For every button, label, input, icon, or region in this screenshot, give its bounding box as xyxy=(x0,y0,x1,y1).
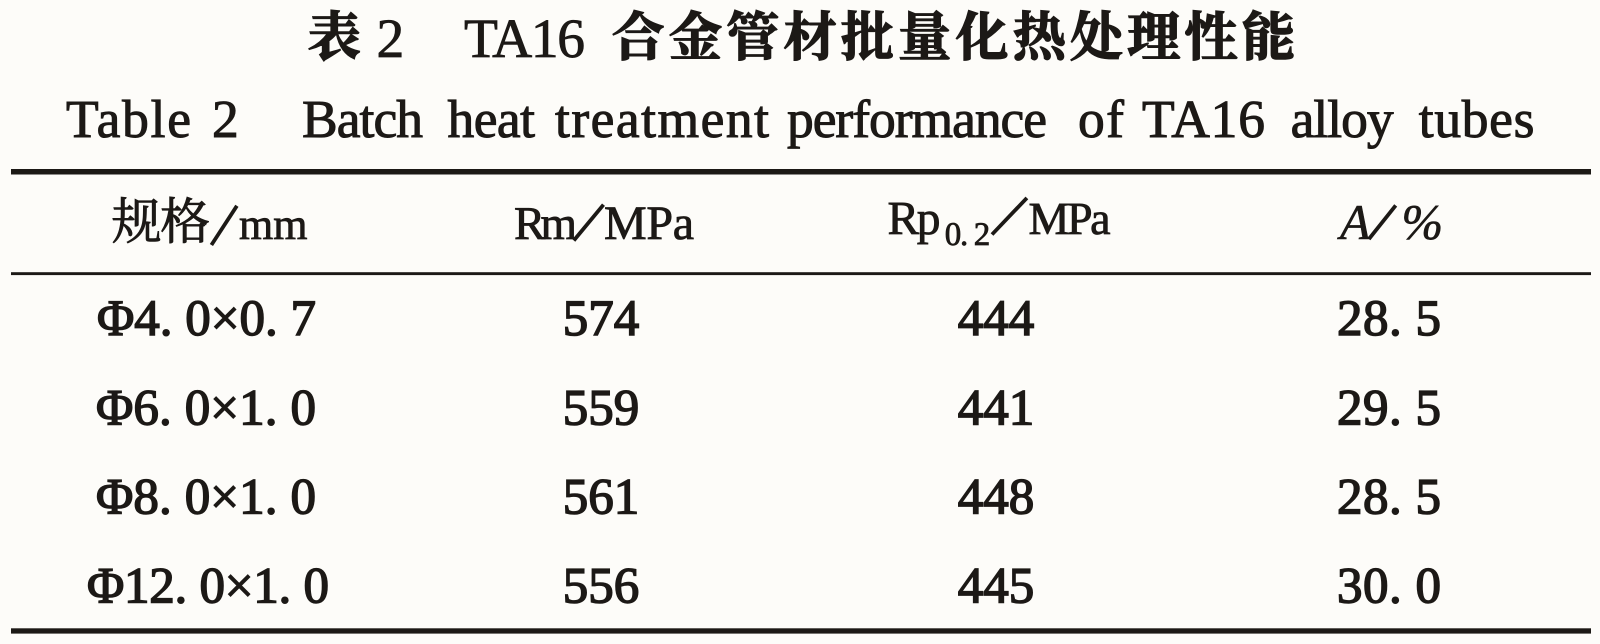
svg-text:Φ8. 0×1. 0: Φ8. 0×1. 0 xyxy=(96,469,316,525)
svg-text:Batch: Batch xyxy=(302,89,423,149)
svg-text:Table: Table xyxy=(66,89,191,149)
svg-text:29. 5: 29. 5 xyxy=(1337,380,1441,436)
svg-text:MPa: MPa xyxy=(1029,193,1111,244)
svg-text:2: 2 xyxy=(212,89,239,149)
svg-text:574: 574 xyxy=(563,291,640,347)
svg-text:30. 0: 30. 0 xyxy=(1337,558,1441,614)
svg-text:561: 561 xyxy=(563,469,640,525)
svg-text:tubes: tubes xyxy=(1419,89,1535,149)
svg-text:0. 2: 0. 2 xyxy=(945,217,991,253)
svg-text:MPa: MPa xyxy=(604,197,694,250)
svg-text:Φ4. 0×0. 7: Φ4. 0×0. 7 xyxy=(97,291,316,347)
svg-text:Φ12. 0×1. 0: Φ12. 0×1. 0 xyxy=(87,558,329,614)
svg-text:%: % xyxy=(1402,194,1444,250)
svg-text:559: 559 xyxy=(563,380,640,436)
svg-text:TA16: TA16 xyxy=(464,9,585,70)
svg-text:performance: performance xyxy=(787,89,1047,149)
svg-text:28. 5: 28. 5 xyxy=(1337,291,1441,347)
svg-text:of: of xyxy=(1078,89,1124,149)
svg-text:Φ6. 0×1. 0: Φ6. 0×1. 0 xyxy=(96,380,316,436)
svg-text:445: 445 xyxy=(958,558,1035,614)
svg-text:treatment: treatment xyxy=(555,89,769,149)
svg-text:mm: mm xyxy=(239,200,307,249)
svg-text:2: 2 xyxy=(377,9,405,70)
svg-text:heat: heat xyxy=(448,89,536,149)
svg-text:444: 444 xyxy=(958,291,1035,347)
svg-text:441: 441 xyxy=(958,380,1035,436)
svg-text:448: 448 xyxy=(958,469,1035,525)
svg-text:TA16: TA16 xyxy=(1142,89,1265,149)
svg-text:Rp: Rp xyxy=(888,193,941,245)
svg-text:556: 556 xyxy=(563,558,640,614)
svg-text:A: A xyxy=(1337,194,1371,250)
svg-text:28. 5: 28. 5 xyxy=(1337,469,1441,525)
svg-text:alloy: alloy xyxy=(1291,89,1394,149)
svg-text:Rm: Rm xyxy=(514,198,577,250)
